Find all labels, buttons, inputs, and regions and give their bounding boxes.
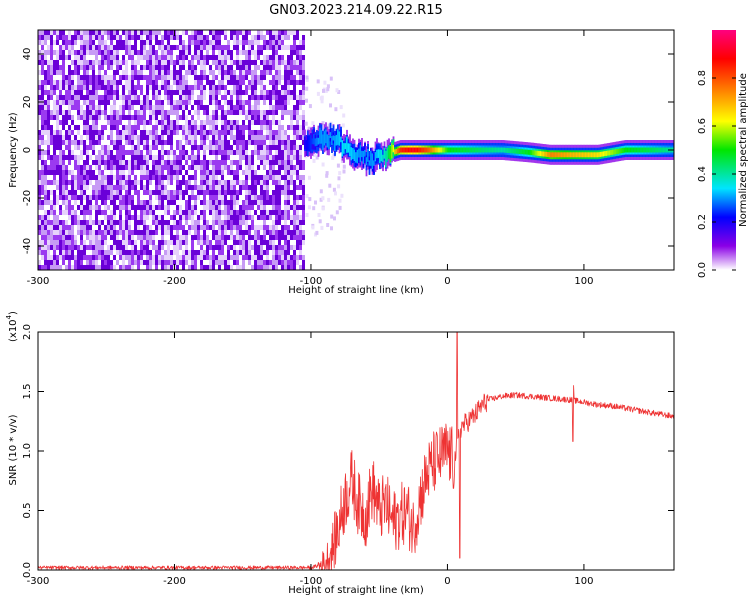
spectrogram-y-tick-label: -40: [22, 238, 33, 254]
snr-multiplier: (x104): [5, 311, 19, 342]
snr-y-tick-label: 0.5: [22, 503, 33, 519]
colorbar-tick-label: 0.4: [697, 166, 708, 182]
snr-x-tick-label: -300: [27, 576, 50, 587]
colorbar: 0.0 0.2 0.4 0.6 0.8 Normalized spectral ampl…: [697, 30, 749, 278]
snr-frame: [37, 331, 675, 571]
snr-x-tick-label: 0: [444, 576, 450, 587]
colorbar-tick-label: 0.0: [697, 262, 708, 278]
spectrogram-y-tick-label: 40: [22, 48, 33, 61]
snr-y-tick-label: 0.0: [22, 562, 33, 578]
spectrogram-x-tick-label: 0: [444, 276, 450, 287]
colorbar-label: Normalized spectral amplitude: [738, 73, 749, 227]
spectrogram-y-tick-label: -20: [22, 190, 33, 206]
colorbar-tick-label: 0.8: [697, 70, 708, 86]
colorbar-ticks: 0.0 0.2 0.4 0.6 0.8: [697, 70, 736, 278]
figure-title: GN03.2023.214.09.22.R15: [269, 3, 443, 18]
snr-y-tick-label: 1.5: [22, 384, 33, 400]
colorbar-tick-label: 0.6: [697, 118, 708, 134]
snr-series-line: [38, 332, 674, 570]
spectrogram-y-tick-label: 0: [22, 147, 33, 153]
spectrogram-x-tick-label: -200: [163, 276, 186, 287]
spectrogram-noise: [38, 30, 346, 270]
spectrogram-x-tick-label: -300: [27, 276, 50, 287]
snr-multiplier-base: (x10: [8, 319, 19, 342]
spectrogram-x-tick-label: 100: [574, 276, 593, 287]
snr-ticks: -300 -200 -100 0 100 0.0 0.5 1.0 1.5 2.0: [22, 324, 674, 587]
snr-y-tick-label: 2.0: [22, 324, 33, 340]
snr-y-tick-label: 1.0: [22, 443, 33, 459]
snr-multiplier-close: ): [8, 311, 19, 315]
snr-plot-area: [38, 332, 674, 570]
colorbar-tick-label: 0.2: [697, 214, 708, 230]
spectrogram-ylabel: Frequency (Hz): [8, 112, 19, 188]
snr-ylabel: SNR (10 * v/v): [8, 414, 19, 485]
spectrogram-y-tick-label: 20: [22, 96, 33, 109]
snr-x-tick-label: -100: [300, 576, 323, 587]
spectrogram-plot-area: [38, 30, 674, 270]
snr-x-tick-label: -200: [163, 576, 186, 587]
snr-multiplier-exponent: 4: [5, 314, 13, 319]
spectrogram-xlabel: Height of straight line (km): [288, 285, 424, 296]
snr-x-tick-label: 100: [574, 576, 593, 587]
spectrogram-ridge: [304, 122, 674, 177]
snr-panel: -300 -200 -100 0 100 0.0 0.5 1.0 1.5 2.0 Height o…: [5, 311, 675, 596]
colorbar-gradient: [712, 30, 736, 270]
spectrogram-x-tick-label: -100: [300, 276, 323, 287]
snr-xlabel: Height of straight line (km): [288, 585, 424, 596]
